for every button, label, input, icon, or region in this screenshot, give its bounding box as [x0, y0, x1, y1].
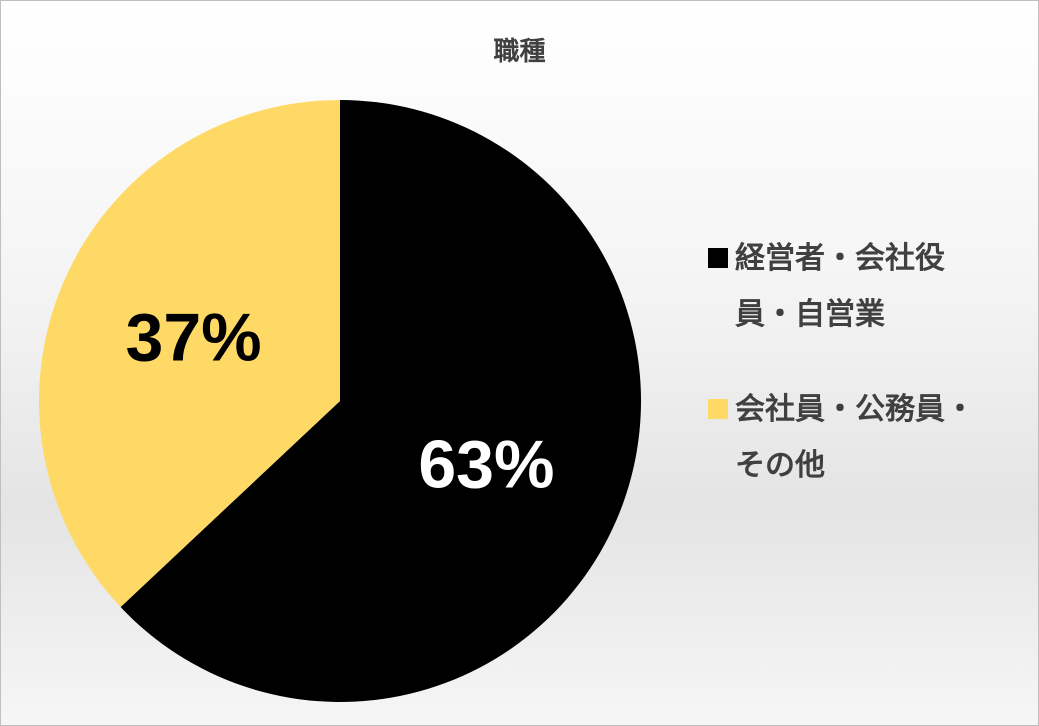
legend-swatch-executives	[708, 248, 728, 268]
legend-item-executives: 経営者・会社役 員・自営業	[708, 231, 995, 343]
legend-item-employees: 会社員・公務員・ その他	[708, 382, 995, 494]
data-label-2: 37%	[126, 300, 262, 376]
legend-label-line: その他	[735, 448, 825, 483]
legend-label: 会社員・公務員・ その他	[735, 382, 995, 494]
legend-label: 経営者・会社役 員・自営業	[735, 231, 995, 343]
pie-slice-1	[120, 100, 641, 702]
pie-slice-2	[38, 100, 340, 608]
legend-label-line: 員・自営業	[735, 297, 885, 332]
legend-label-line: 会社員・公務員・	[735, 392, 975, 427]
data-label-1: 63%	[418, 426, 554, 502]
legend-label-line: 経営者・会社役	[735, 241, 945, 276]
legend-swatch-employees	[708, 399, 728, 419]
chart-title: 職種	[493, 37, 546, 67]
